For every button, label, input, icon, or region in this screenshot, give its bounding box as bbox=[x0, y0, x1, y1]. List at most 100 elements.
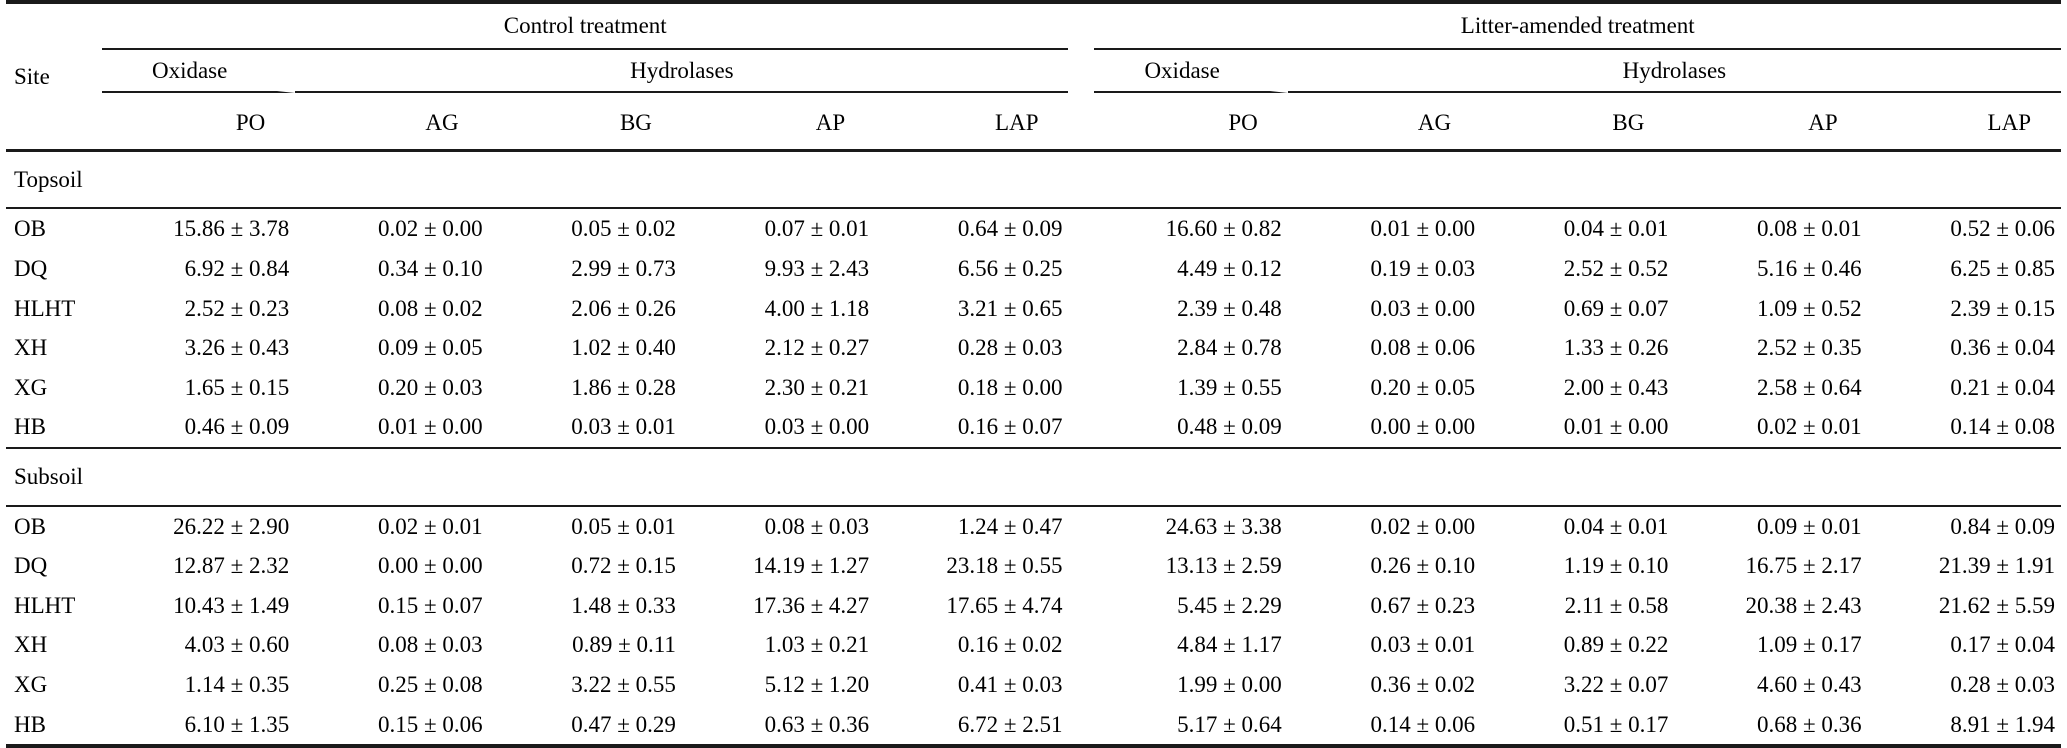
cell-litter-ag: 0.03 ± 0.00 bbox=[1370, 295, 1476, 321]
site-cell: HLHT bbox=[14, 295, 76, 321]
section-row: Subsoil bbox=[6, 446, 2061, 507]
table-row: OB 26.22 ± 2.90 0.02 ± 0.01 0.05 ± 0.01 0.08… bbox=[6, 507, 2061, 547]
cell-control-ag: 0.09 ± 0.05 bbox=[377, 335, 483, 361]
cell-litter-po: 16.60 ± 0.82 bbox=[1165, 216, 1282, 242]
cell-litter-ap: 16.75 ± 2.17 bbox=[1745, 553, 1862, 579]
cell-litter-ap: 0.68 ± 0.36 bbox=[1757, 711, 1862, 737]
site-cell: DQ bbox=[14, 255, 48, 281]
cell-control-lap: 6.72 ± 2.51 bbox=[957, 711, 1063, 737]
table-row: HB 0.46 ± 0.09 0.01 ± 0.00 0.03 ± 0.01 0.03 … bbox=[6, 407, 2061, 447]
cell-litter-ap: 2.52 ± 0.35 bbox=[1757, 335, 1862, 361]
column-gap bbox=[1068, 289, 1094, 329]
cell-control-lap: 17.65 ± 4.74 bbox=[946, 592, 1063, 618]
litter-col-header-ap: AP bbox=[1674, 93, 1868, 152]
cell-control-po: 1.65 ± 0.15 bbox=[184, 374, 290, 400]
cell-litter-ap: 2.58 ± 0.64 bbox=[1757, 374, 1862, 400]
cell-litter-lap: 0.84 ± 0.09 bbox=[1950, 513, 2055, 539]
litter-hydrolases-header: Hydrolases bbox=[1287, 50, 2061, 94]
cell-control-po: 6.92 ± 0.84 bbox=[184, 255, 290, 281]
cell-litter-lap: 0.17 ± 0.04 bbox=[1950, 632, 2055, 658]
cell-control-lap: 1.24 ± 0.47 bbox=[957, 513, 1063, 539]
enzyme-column-header-row: PO AG BG AP LAP PO AG BG AP LAP bbox=[6, 93, 2061, 152]
cell-control-po: 1.14 ± 0.35 bbox=[184, 671, 290, 697]
cell-control-lap: 6.56 ± 0.25 bbox=[957, 255, 1063, 281]
cell-litter-bg: 2.52 ± 0.52 bbox=[1563, 255, 1669, 281]
table-row: OB 15.86 ± 3.78 0.02 ± 0.00 0.05 ± 0.02 0.07… bbox=[6, 209, 2061, 249]
enzyme-class-header-row: Oxidase Hydrolases Oxidase Hydrolases bbox=[6, 50, 2061, 94]
cell-litter-ag: 0.20 ± 0.05 bbox=[1370, 374, 1476, 400]
table-row: HLHT 2.52 ± 0.23 0.08 ± 0.02 2.06 ± 0.26 4.0… bbox=[6, 289, 2061, 329]
cell-litter-ap: 5.16 ± 0.46 bbox=[1757, 255, 1862, 281]
cell-control-ap: 4.00 ± 1.18 bbox=[764, 295, 870, 321]
control-col-header-ag: AG bbox=[295, 93, 489, 152]
cell-litter-bg: 0.04 ± 0.01 bbox=[1563, 513, 1669, 539]
cell-control-po: 26.22 ± 2.90 bbox=[173, 513, 290, 539]
site-column-header: Site bbox=[6, 4, 102, 152]
cell-litter-ag: 0.08 ± 0.06 bbox=[1370, 335, 1476, 361]
cell-control-ag: 0.08 ± 0.02 bbox=[377, 295, 483, 321]
site-cell: OB bbox=[14, 216, 46, 242]
control-col-header-ap: AP bbox=[681, 93, 876, 152]
cell-litter-ag: 0.02 ± 0.00 bbox=[1370, 513, 1476, 539]
cell-control-ap: 0.07 ± 0.01 bbox=[764, 216, 870, 242]
table-row: HLHT 10.43 ± 1.49 0.15 ± 0.07 1.48 ± 0.33 17… bbox=[6, 586, 2061, 626]
column-gap bbox=[1068, 4, 1095, 152]
cell-control-ap: 0.03 ± 0.00 bbox=[764, 414, 870, 440]
cell-litter-po: 0.48 ± 0.09 bbox=[1177, 414, 1282, 440]
cell-control-bg: 0.72 ± 0.15 bbox=[571, 553, 676, 579]
site-cell: OB bbox=[14, 513, 46, 539]
site-cell: HB bbox=[14, 414, 46, 440]
cell-litter-ag: 0.03 ± 0.01 bbox=[1370, 632, 1476, 658]
cell-control-ag: 0.15 ± 0.06 bbox=[377, 711, 483, 737]
treatment-header-row: Site Control treatment Litter-amended tr… bbox=[6, 4, 2061, 152]
cell-control-lap: 3.21 ± 0.65 bbox=[957, 295, 1063, 321]
cell-control-ap: 2.30 ± 0.21 bbox=[764, 374, 870, 400]
cell-control-lap: 0.16 ± 0.07 bbox=[957, 414, 1063, 440]
cell-litter-ap: 1.09 ± 0.52 bbox=[1757, 295, 1862, 321]
cell-control-bg: 2.06 ± 0.26 bbox=[571, 295, 676, 321]
cell-litter-lap: 0.52 ± 0.06 bbox=[1950, 216, 2055, 242]
cell-litter-po: 1.99 ± 0.00 bbox=[1177, 671, 1282, 697]
litter-col-header-ag: AG bbox=[1287, 93, 1482, 152]
cell-control-po: 10.43 ± 1.49 bbox=[173, 592, 290, 618]
cell-control-po: 0.46 ± 0.09 bbox=[184, 414, 290, 440]
column-gap bbox=[1068, 546, 1094, 586]
cell-control-ag: 0.34 ± 0.10 bbox=[377, 255, 483, 281]
cell-litter-po: 2.39 ± 0.48 bbox=[1177, 295, 1282, 321]
cell-control-ag: 0.02 ± 0.01 bbox=[377, 513, 483, 539]
cell-litter-ap: 20.38 ± 2.43 bbox=[1745, 592, 1862, 618]
cell-litter-po: 5.45 ± 2.29 bbox=[1177, 592, 1282, 618]
cell-control-po: 4.03 ± 0.60 bbox=[184, 632, 290, 658]
control-oxidase-header: Oxidase bbox=[102, 50, 296, 94]
column-gap bbox=[1068, 249, 1094, 289]
cell-control-po: 2.52 ± 0.23 bbox=[184, 295, 290, 321]
litter-treatment-header: Litter-amended treatment bbox=[1094, 4, 2061, 50]
cell-litter-po: 4.84 ± 1.17 bbox=[1177, 632, 1282, 658]
cell-litter-bg: 1.19 ± 0.10 bbox=[1563, 553, 1669, 579]
table-row: DQ 12.87 ± 2.32 0.00 ± 0.00 0.72 ± 0.15 14.1… bbox=[6, 546, 2061, 586]
litter-col-header-lap: LAP bbox=[1867, 93, 2061, 152]
cell-control-bg: 1.02 ± 0.40 bbox=[571, 335, 676, 361]
table-row: XG 1.65 ± 0.15 0.20 ± 0.03 1.86 ± 0.28 2.30 … bbox=[6, 368, 2061, 408]
cell-litter-ag: 0.14 ± 0.06 bbox=[1370, 711, 1476, 737]
cell-litter-lap: 0.28 ± 0.03 bbox=[1950, 671, 2055, 697]
cell-litter-po: 5.17 ± 0.64 bbox=[1177, 711, 1282, 737]
cell-control-ag: 0.15 ± 0.07 bbox=[377, 592, 483, 618]
cell-litter-lap: 8.91 ± 1.94 bbox=[1950, 711, 2055, 737]
column-gap bbox=[1068, 665, 1094, 705]
cell-litter-ag: 0.00 ± 0.00 bbox=[1370, 414, 1476, 440]
cell-litter-bg: 2.00 ± 0.43 bbox=[1563, 374, 1669, 400]
cell-control-bg: 0.89 ± 0.11 bbox=[572, 632, 676, 658]
cell-litter-ag: 0.19 ± 0.03 bbox=[1370, 255, 1476, 281]
cell-control-ag: 0.00 ± 0.00 bbox=[377, 553, 483, 579]
cell-control-lap: 0.18 ± 0.00 bbox=[957, 374, 1063, 400]
cell-litter-lap: 21.39 ± 1.91 bbox=[1938, 553, 2055, 579]
cell-control-lap: 0.28 ± 0.03 bbox=[957, 335, 1063, 361]
cell-control-ag: 0.01 ± 0.00 bbox=[377, 414, 483, 440]
cell-litter-po: 13.13 ± 2.59 bbox=[1165, 553, 1282, 579]
column-gap bbox=[1068, 586, 1094, 626]
cell-litter-po: 4.49 ± 0.12 bbox=[1177, 255, 1282, 281]
cell-control-bg: 0.03 ± 0.01 bbox=[571, 414, 676, 440]
site-cell: HB bbox=[14, 711, 46, 737]
